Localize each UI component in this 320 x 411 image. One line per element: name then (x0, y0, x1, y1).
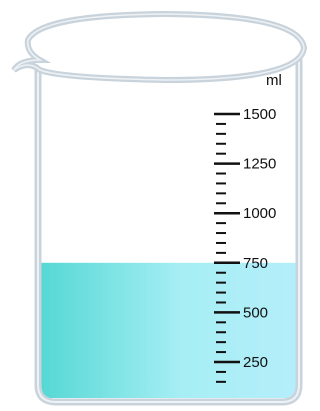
liquid (41, 263, 296, 398)
tick-label: 250 (243, 354, 268, 371)
tick-label: 1000 (243, 205, 276, 222)
tick-label: 750 (243, 255, 268, 272)
page: {"chart_data": {"type": "beaker", "y_lab… (0, 0, 312, 411)
beaker-figure: ml 250 500 750 1000 1250 1500 (0, 0, 312, 411)
tick-label: 1500 (243, 106, 276, 123)
tick-label: 500 (243, 304, 268, 321)
axis-unit: ml (266, 72, 282, 89)
tick-label: 1250 (243, 156, 276, 173)
